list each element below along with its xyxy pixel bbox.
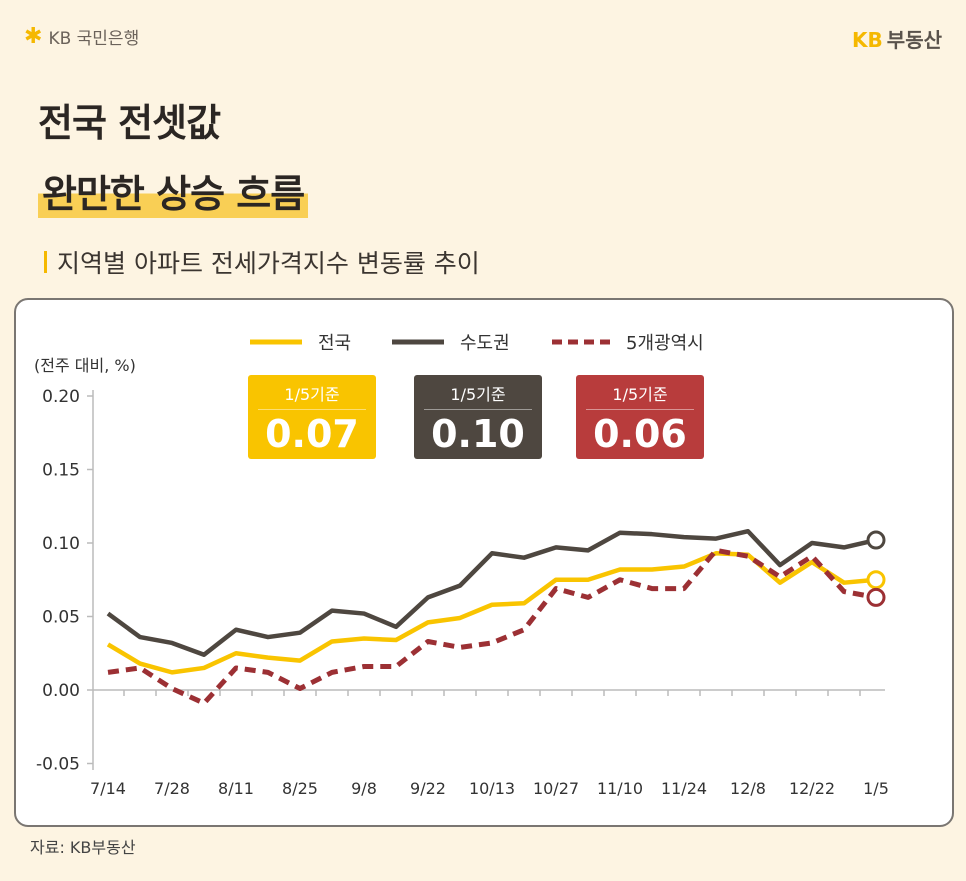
legend: 전국 수도권 5개광역시 (250, 333, 704, 354)
badge-capital-area: 1/5기준 0.10 (414, 375, 542, 459)
x-tick-label: 11/24 (661, 779, 707, 798)
kb-logo-mark: KB (852, 28, 883, 52)
legend-label-nationwide: 전국 (318, 333, 351, 354)
x-tick-label: 10/27 (533, 779, 579, 798)
y-tick-label: 0.20 (42, 387, 80, 407)
x-tick-label: 10/13 (469, 779, 515, 798)
kb-real-estate-text: 부동산 (886, 28, 942, 52)
badge-nationwide: 1/5기준 0.07 (248, 375, 376, 459)
x-tick-label: 9/22 (410, 779, 446, 798)
chart-subtitle: 지역별 아파트 전세가격지수 변동률 추이 (44, 244, 480, 280)
x-tick-label: 11/10 (597, 779, 643, 798)
badge-value: 0.07 (265, 412, 359, 456)
badge-date-label: 1/5기준 (424, 381, 532, 410)
badge-date-label: 1/5기준 (258, 381, 366, 410)
x-tick-label: 8/25 (282, 779, 318, 798)
kb-real-estate-logo: KB 부동산 (852, 24, 942, 53)
series-line-0 (106, 551, 877, 675)
x-tick-label: 12/22 (789, 779, 835, 798)
y-tick-label: 0.15 (42, 461, 80, 481)
badge-value: 0.06 (593, 412, 687, 456)
subtitle-accent-bar (44, 251, 47, 273)
legend-label-capital: 수도권 (460, 333, 510, 354)
kb-star-icon: ✱ (24, 24, 43, 49)
data-point (866, 530, 886, 550)
subtitle-text: 지역별 아파트 전세가격지수 변동률 추이 (57, 249, 480, 278)
y-tick-label: 0.10 (42, 534, 80, 554)
kb-kookmin-bank-logo: ✱ KB 국민은행 (24, 24, 139, 49)
kb-kookmin-bank-text: KB 국민은행 (48, 29, 140, 49)
x-tick-label: 12/8 (730, 779, 766, 798)
y-axis-unit-label: (전주 대비, %) (34, 356, 136, 375)
title-line-1: 전국 전셋값 (38, 101, 221, 145)
x-tick-label: 7/28 (154, 779, 190, 798)
x-tick-label: 9/8 (351, 779, 377, 798)
y-tick-label: 0.00 (42, 681, 80, 701)
x-tick-label: 7/14 (90, 779, 126, 798)
badge-metro-cities: 1/5기준 0.06 (576, 375, 704, 459)
badge-value: 0.10 (431, 412, 525, 456)
y-tick-label: 0.05 (42, 608, 80, 628)
legend-label-metro: 5개광역시 (626, 333, 704, 354)
x-tick-label: 8/11 (218, 779, 254, 798)
series-line-1 (106, 528, 877, 657)
y-tick-label: -0.05 (36, 755, 80, 775)
x-tick-label: 1/5 (863, 779, 889, 798)
series-line-2 (107, 547, 877, 706)
data-point (866, 570, 886, 590)
title-line-2: 완만한 상승 흐름 (38, 163, 309, 218)
data-point (866, 587, 886, 607)
badge-date-label: 1/5기준 (586, 381, 694, 410)
source-note: 자료: KB부동산 (30, 838, 136, 857)
